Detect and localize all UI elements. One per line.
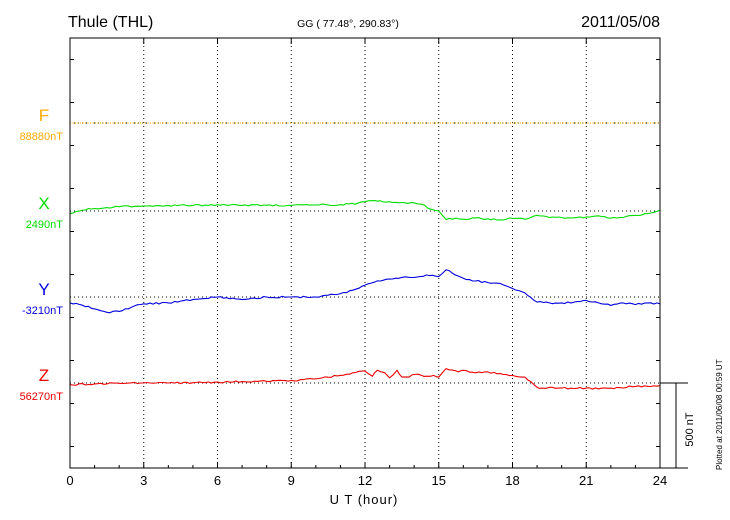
scale-bar-label: 500 nT xyxy=(684,412,696,447)
x-tick-label: 12 xyxy=(358,473,372,488)
x-tick-label: 18 xyxy=(505,473,519,488)
series-line-z xyxy=(69,367,661,390)
grid-lines xyxy=(70,38,660,468)
plot-frame xyxy=(69,37,661,469)
series-layer xyxy=(69,122,661,390)
x-tick-label: 21 xyxy=(579,473,593,488)
x-tick-label: 0 xyxy=(66,473,73,488)
x-axis: 0 3 6 9 12 15 18 21 24 xyxy=(66,38,667,488)
component-base-z: 56270nT xyxy=(20,391,64,403)
x-tick-label: 15 xyxy=(432,473,446,488)
component-labels: F 88880nT X 2490nT Y -3210nT Z 56270nT xyxy=(20,106,64,403)
x-tick-label: 6 xyxy=(214,473,221,488)
component-letter-z: Z xyxy=(39,366,49,385)
component-letter-y: Y xyxy=(38,280,49,299)
station-coordinates: GG ( 77.48°, 290.83°) xyxy=(297,18,399,30)
x-tick-label: 9 xyxy=(288,473,295,488)
plotted-note: Plotted at 2011/06/08 00:59 UT xyxy=(715,359,724,470)
x-tick-label: 24 xyxy=(653,473,667,488)
scale-bar: 500 nT xyxy=(660,382,696,469)
component-base-f: 88880nT xyxy=(20,131,64,143)
component-letter-x: X xyxy=(38,194,49,213)
station-title: Thule (THL) xyxy=(68,14,153,31)
series-line-x xyxy=(69,200,661,221)
series-line-y xyxy=(69,269,661,314)
component-base-y: -3210nT xyxy=(22,305,63,317)
x-axis-title: U T (hour) xyxy=(330,492,399,507)
chart-date: 2011/05/08 xyxy=(581,14,660,31)
x-tick-label: 3 xyxy=(140,473,147,488)
component-letter-f: F xyxy=(39,106,49,125)
component-base-x: 2490nT xyxy=(26,219,64,231)
